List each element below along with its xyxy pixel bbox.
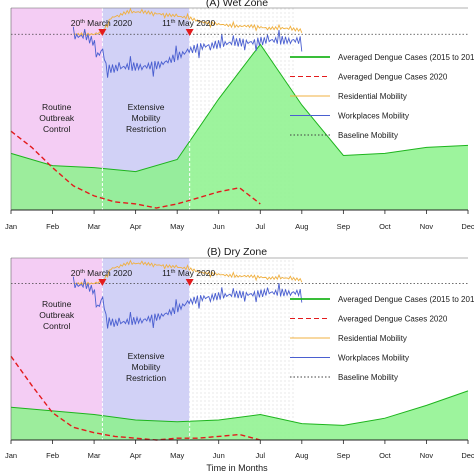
x-tick-label: Dec xyxy=(461,451,474,460)
x-axis-label: Time in Months xyxy=(206,463,268,473)
legend-label: Residential Mobility xyxy=(338,334,407,343)
x-tick-label: Mar xyxy=(88,222,101,231)
phase-label: Control xyxy=(43,321,71,331)
phase-label: Extensive xyxy=(128,351,165,361)
legend: Averaged Dengue Cases (2015 to 2019) Aver… xyxy=(290,295,474,382)
phase-label: Control xyxy=(43,124,71,134)
phase-label: Extensive xyxy=(128,102,165,112)
legend-label: Averaged Dengue Cases 2020 xyxy=(338,315,448,324)
legend-label: Averaged Dengue Cases (2015 to 2019) xyxy=(338,295,474,304)
phase-label: Restriction xyxy=(126,124,166,134)
phase-label: Restriction xyxy=(126,373,166,383)
phase-label: Outbreak xyxy=(39,310,75,320)
workplaces-mobility-line xyxy=(72,26,303,78)
x-tick-label: May xyxy=(170,222,184,231)
event-marker-icon xyxy=(98,279,107,286)
x-tick-label: Jul xyxy=(255,222,265,231)
residential-mobility-line xyxy=(73,259,303,286)
x-tick-label: Apr xyxy=(130,222,142,231)
event-label: 11th May 2020 xyxy=(162,268,215,278)
x-tick-label: Oct xyxy=(379,222,392,231)
x-tick-label: Oct xyxy=(379,451,392,460)
post-restriction-region xyxy=(189,258,294,440)
phase-label: Routine xyxy=(42,299,72,309)
x-tick-label: May xyxy=(170,451,184,460)
x-tick-label: Apr xyxy=(130,451,142,460)
residential-mobility-line xyxy=(73,7,303,37)
x-tick-label: Nov xyxy=(420,451,434,460)
x-tick-label: Feb xyxy=(46,222,59,231)
legend-label: Averaged Dengue Cases (2015 to 2019) xyxy=(338,53,474,62)
phase-label: Routine xyxy=(42,102,72,112)
dengue-2020-line xyxy=(10,130,261,209)
legend: Averaged Dengue Cases (2015 to 2019) Aver… xyxy=(290,53,474,140)
panel-title: (A) Wet Zone xyxy=(206,0,268,9)
x-tick-label: Sep xyxy=(337,451,350,460)
dengue-average-area xyxy=(11,390,468,440)
x-tick-label: Aug xyxy=(295,451,308,460)
dengue-2020-line xyxy=(10,355,261,441)
x-tick-label: Jun xyxy=(213,451,225,460)
x-tick-label: Nov xyxy=(420,222,434,231)
x-tick-label: Sep xyxy=(337,222,350,231)
x-tick-label: Jun xyxy=(213,222,225,231)
legend-label: Baseline Mobility xyxy=(338,373,398,382)
event-marker-icon xyxy=(185,279,194,286)
legend-label: Workplaces Mobility xyxy=(338,112,409,121)
x-tick-label: Mar xyxy=(88,451,101,460)
panel-title: (B) Dry Zone xyxy=(207,246,267,258)
legend-label: Averaged Dengue Cases 2020 xyxy=(338,73,448,82)
x-tick-label: Jan xyxy=(5,222,17,231)
dengue-average-line xyxy=(10,43,469,173)
legend-label: Residential Mobility xyxy=(338,92,407,101)
x-tick-label: Jul xyxy=(255,451,265,460)
phase-label: Mobility xyxy=(132,113,162,123)
legend-label: Workplaces Mobility xyxy=(338,354,409,363)
x-tick-label: Dec xyxy=(461,222,474,231)
event-marker-icon xyxy=(98,29,107,36)
x-tick-label: Feb xyxy=(46,451,59,460)
dengue-average-area xyxy=(11,44,468,211)
event-label: 11th May 2020 xyxy=(162,18,215,28)
event-label: 20th March 2020 xyxy=(71,268,133,278)
workplaces-mobility-line xyxy=(72,276,303,329)
event-marker-icon xyxy=(185,29,194,36)
x-tick-label: Jan xyxy=(5,451,17,460)
event-label: 20th March 2020 xyxy=(71,18,133,28)
x-tick-label: Aug xyxy=(295,222,308,231)
phase-band-1 xyxy=(102,258,190,440)
legend-label: Baseline Mobility xyxy=(338,131,398,140)
dengue-average-line xyxy=(10,390,469,426)
phase-label: Outbreak xyxy=(39,113,75,123)
phase-label: Mobility xyxy=(132,362,162,372)
